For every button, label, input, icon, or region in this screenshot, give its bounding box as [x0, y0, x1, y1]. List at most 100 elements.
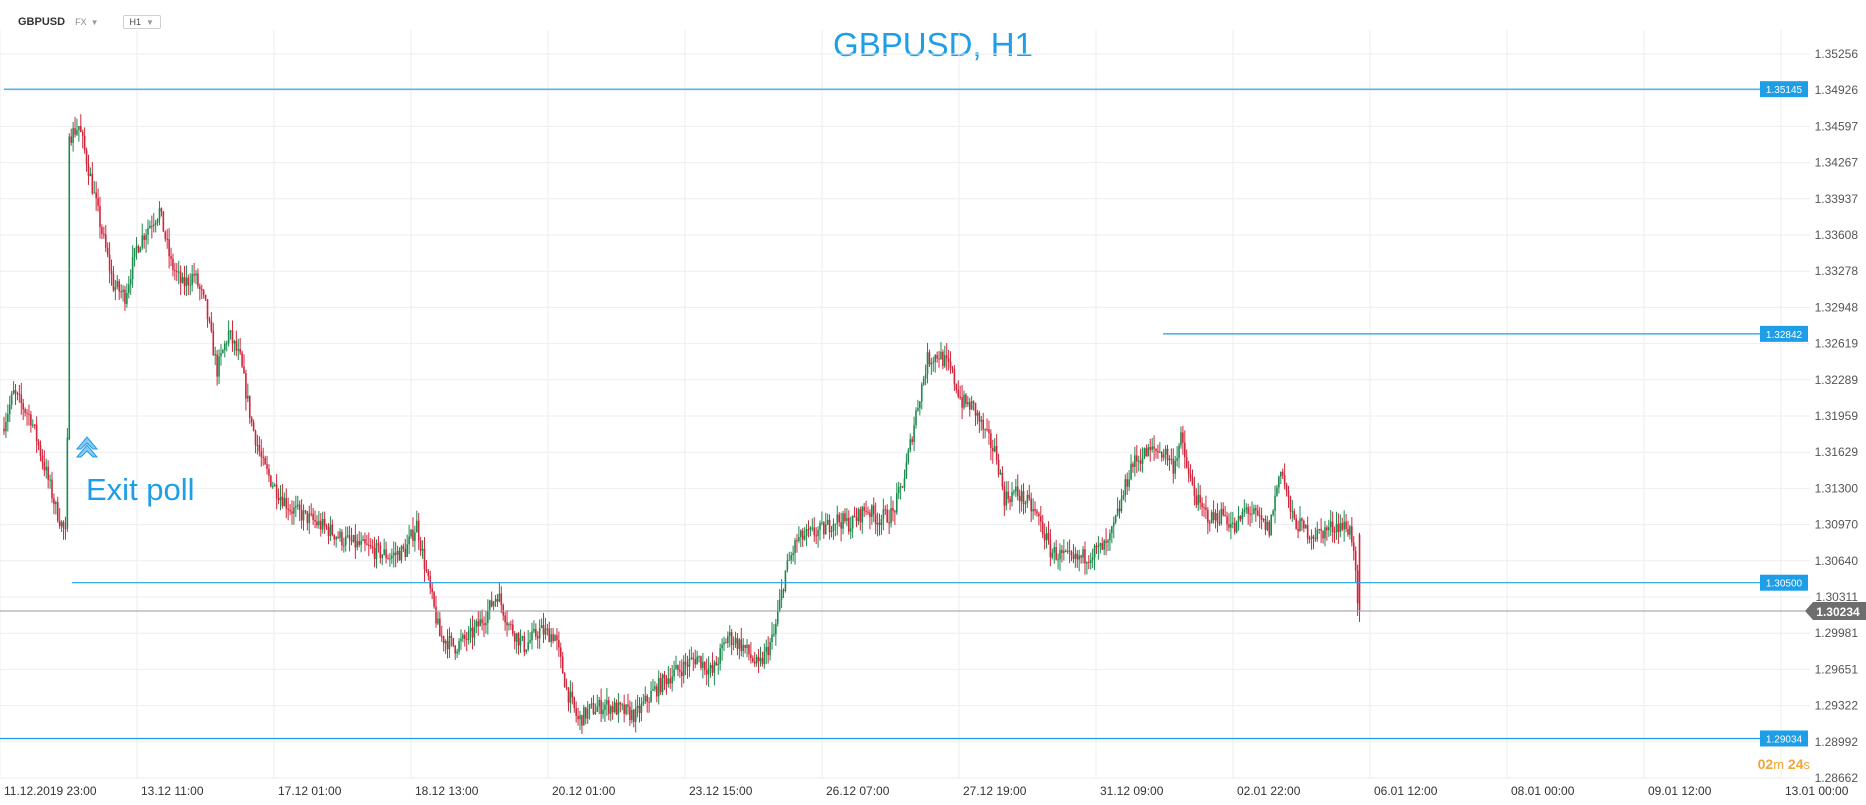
candle-body	[387, 558, 389, 560]
candle-body	[1268, 521, 1271, 536]
candle-body	[53, 498, 55, 505]
candle-body	[679, 669, 681, 672]
candle-body	[984, 429, 986, 431]
candle-body	[389, 558, 391, 560]
candle-body	[538, 628, 541, 639]
current-price-label: 1.30234	[1816, 605, 1860, 619]
candle-body	[229, 330, 232, 332]
candle-body	[698, 656, 700, 658]
candle-body	[548, 628, 551, 643]
candle-body	[231, 330, 234, 344]
candle-body	[846, 517, 848, 521]
y-tick-label: 1.33937	[1815, 192, 1859, 206]
candle-body	[402, 546, 405, 549]
candle-body	[692, 657, 695, 660]
candle-body	[298, 504, 301, 511]
candle-body	[696, 656, 698, 665]
candle-body	[775, 623, 777, 635]
candle-body	[1193, 485, 1196, 496]
candle-body	[1141, 457, 1144, 464]
candle-body	[830, 530, 833, 533]
candle-body	[1232, 522, 1234, 524]
candle-body	[976, 412, 979, 416]
candle-body	[611, 706, 614, 712]
candle-body	[677, 665, 679, 670]
candle-body	[682, 661, 685, 676]
candle-body	[819, 523, 821, 530]
candle-body	[615, 702, 618, 715]
candle-body	[410, 529, 412, 537]
x-tick-label: 08.01 00:00	[1511, 784, 1575, 798]
candle-body	[1170, 458, 1173, 460]
candle-body	[944, 355, 946, 367]
candle-body	[533, 629, 535, 632]
candle-body	[667, 678, 670, 685]
candle-body	[581, 715, 583, 726]
candle-body	[872, 505, 875, 515]
candle-body	[131, 256, 134, 280]
candle-body	[1118, 508, 1121, 512]
candle-body	[58, 520, 61, 527]
candle-body	[1226, 516, 1228, 525]
candle-body	[515, 633, 518, 642]
candle-body	[510, 624, 512, 626]
timeframe-dropdown[interactable]: H1 ▼	[122, 15, 161, 29]
y-tick-label: 1.30970	[1815, 518, 1859, 532]
candle-body	[20, 394, 23, 404]
candle-body	[1049, 539, 1052, 558]
symbol-selector[interactable]: GBPUSD	[18, 16, 66, 28]
candle-body	[1047, 533, 1050, 540]
candle-body	[942, 351, 944, 367]
candle-body	[218, 356, 220, 377]
level-tag[interactable]	[1760, 81, 1808, 98]
x-tick-label: 23.12 15:00	[689, 784, 753, 798]
candle-body	[550, 634, 552, 643]
candle-body	[1016, 486, 1019, 496]
candle-body	[1308, 538, 1311, 540]
candle-body	[78, 126, 80, 131]
candle-body	[168, 239, 170, 257]
candle-body	[517, 633, 520, 646]
candle-body	[748, 644, 750, 655]
candle-body	[769, 641, 771, 656]
candle-body	[1043, 534, 1046, 541]
candle-body	[999, 472, 1002, 475]
candle-body	[243, 366, 245, 374]
level-tag[interactable]	[1760, 574, 1808, 591]
candle-body	[118, 281, 120, 292]
candle-body	[1343, 521, 1345, 530]
candle-body	[1103, 540, 1105, 550]
candle-body	[600, 699, 602, 715]
level-tag[interactable]	[1760, 730, 1808, 747]
candle-body	[258, 445, 261, 452]
x-tick-label: 06.01 12:00	[1374, 784, 1438, 798]
candle-body	[81, 131, 84, 137]
candle-body	[794, 540, 796, 554]
candle-body	[652, 689, 654, 691]
candle-body	[836, 514, 839, 524]
candle-body	[638, 705, 641, 714]
chevron-down-icon[interactable]: ▼	[90, 17, 99, 27]
candle-body	[1329, 521, 1332, 528]
candle-body	[525, 649, 528, 653]
candle-body	[625, 704, 627, 714]
candle-body	[120, 291, 122, 293]
candle-body	[1109, 533, 1111, 541]
candle-body	[185, 277, 188, 287]
candle-body	[1084, 549, 1086, 564]
candle-body	[623, 704, 625, 714]
candle-body	[139, 247, 142, 253]
level-tag[interactable]	[1760, 325, 1808, 342]
candle-body	[917, 408, 919, 411]
candle-body	[293, 507, 295, 514]
y-tick-label: 1.34267	[1815, 156, 1859, 170]
candle-body	[143, 235, 145, 241]
candle-body	[621, 704, 624, 706]
candle-body	[592, 703, 595, 714]
y-tick-label: 1.29651	[1815, 662, 1859, 676]
candle-body	[227, 330, 230, 344]
candle-body	[832, 524, 835, 531]
candle-body	[1235, 521, 1238, 532]
candle-body	[721, 644, 723, 649]
